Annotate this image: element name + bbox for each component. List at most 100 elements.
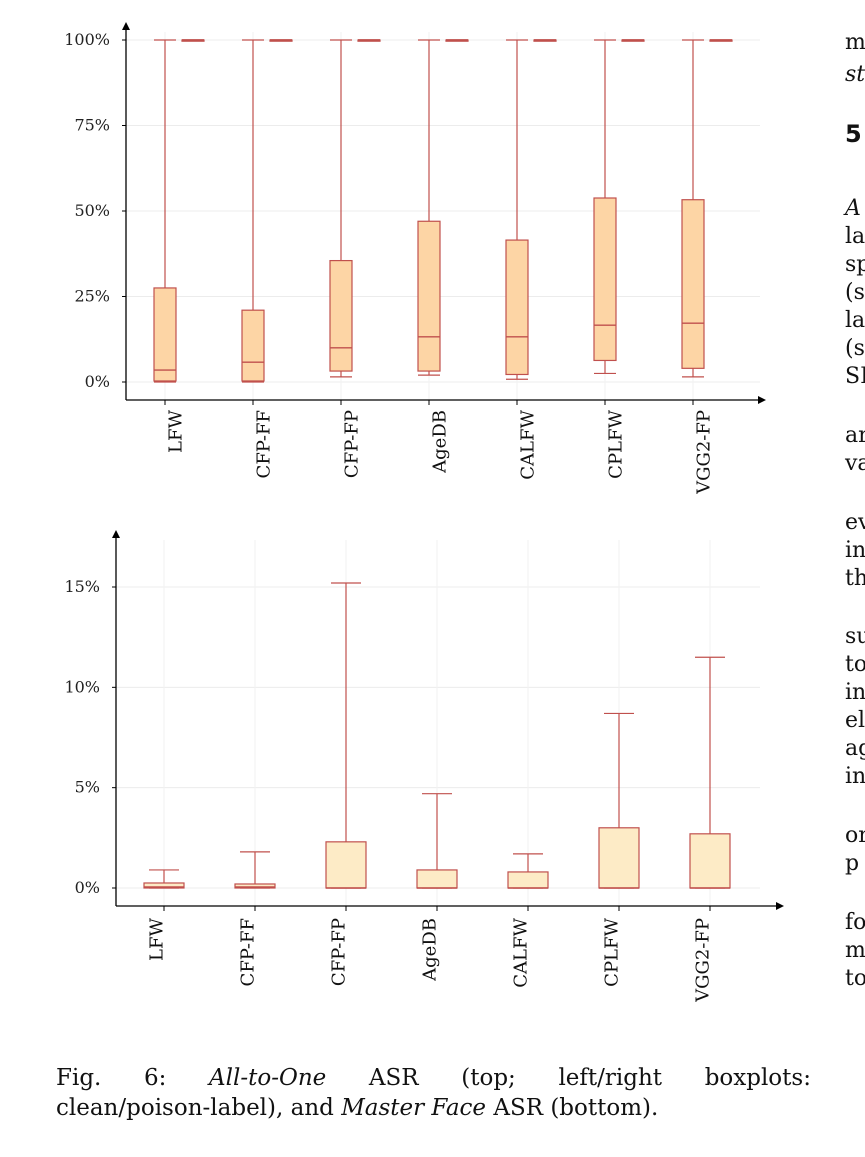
caption-line-1: Fig. 6: All-to-One ASR (top; left/right … [56, 1063, 811, 1093]
box-cplfw-s1 [598, 712, 640, 889]
side-text-fragment: la [845, 308, 865, 333]
box-lfw-s1 [143, 869, 185, 889]
caption-line-2: clean/poison-label), and Master Face ASR… [56, 1093, 811, 1123]
side-text-fragment: in [845, 680, 865, 705]
side-text-fragment: th [845, 566, 865, 591]
side-text-fragment: to [845, 966, 865, 991]
y-tick-label: 15% [64, 577, 100, 596]
caption-fig-label: Fig. [56, 1065, 102, 1091]
side-text-fragment: (s [845, 336, 865, 361]
box-iqr [329, 259, 353, 372]
side-text-fragment: (s [845, 280, 865, 305]
box-iqr [143, 882, 185, 889]
side-text-fragment: SI [845, 364, 865, 389]
caption-line2-b: ASR (bottom). [486, 1095, 659, 1121]
side-text-fragment: ar [845, 423, 865, 448]
x-axis-arrow [776, 902, 784, 910]
box-agedb-s2 [445, 39, 469, 42]
caption-line2-a: clean/poison-label), and [56, 1095, 342, 1121]
y-axis-arrow [112, 530, 120, 538]
x-tick-label-cfp-fp: CFP-FP [341, 410, 362, 478]
x-tick-label-vgg2-fp: VGG2-FP [693, 410, 714, 495]
x-tick-label-vgg2-fp: VGG2-FP [692, 918, 713, 1003]
side-text-fragment: m [845, 938, 865, 963]
x-tick-label-cplfw: CPLFW [605, 410, 626, 479]
side-text-fragment: p [845, 851, 860, 876]
side-text-fragment: sp [845, 252, 865, 277]
box-calfw-s1 [505, 39, 529, 380]
side-text-fragment: ev [845, 510, 865, 535]
box-cplfw-s2 [621, 39, 645, 42]
box-iqr [153, 287, 177, 382]
caption-part-boxplots: boxplots: [704, 1065, 811, 1091]
y-tick-label: 0% [85, 372, 110, 391]
box-lfw-s2 [181, 39, 205, 42]
caption-fig-number: 6: [144, 1065, 167, 1091]
side-text-fragment: ag [845, 736, 865, 761]
box-iqr [507, 871, 549, 889]
y-tick-label: 75% [74, 116, 110, 135]
box-agedb-s1 [417, 39, 441, 376]
y-tick-label: 0% [75, 878, 100, 897]
side-text-fragment: in [845, 764, 865, 789]
y-tick-label: 100% [64, 30, 110, 49]
x-axis-arrow [758, 396, 766, 404]
box-cfp-fp-s1 [329, 39, 353, 378]
x-tick-label-cfp-ff: CFP-FF [253, 410, 274, 478]
box-iqr [681, 199, 705, 369]
box-agedb-s1 [416, 793, 458, 889]
x-tick-label-lfw: LFW [146, 918, 167, 961]
side-text-fragment: A [845, 196, 861, 221]
box-iqr [417, 220, 441, 372]
x-tick-label-agedb: AgeDB [419, 918, 440, 982]
box-vgg2-fp-s1 [681, 39, 705, 378]
box-cfp-ff-s1 [234, 851, 276, 889]
box-iqr [505, 239, 529, 376]
box-cfp-fp-s2 [357, 39, 381, 42]
side-text-fragment: to [845, 652, 865, 677]
side-text-fragment: el [845, 708, 865, 733]
caption-part-top: (top; [461, 1065, 516, 1091]
y-tick-label: 5% [75, 778, 100, 797]
x-tick-label-calfw: CALFW [510, 918, 531, 988]
side-text-fragment: m [845, 30, 865, 55]
caption-asr: ASR [368, 1065, 419, 1091]
box-cplfw-s1 [593, 39, 617, 375]
box-iqr [593, 197, 617, 362]
x-tick-label-calfw: CALFW [517, 410, 538, 480]
box-vgg2-fp-s1 [689, 656, 731, 889]
box-calfw-s2 [533, 39, 557, 42]
boxplot-chart-2: 0% 5% 10% 15% LFW CFP-FF CFP-FP AgeDB CALFW CPLFW… [64, 530, 784, 1003]
x-tick-label-cfp-ff: CFP-FF [237, 918, 258, 986]
y-tick-label: 10% [64, 677, 100, 696]
boxplot-chart-1: 0% 25% 50% 75% 100% LFW CFP-FF CFP-FP AgeDB CALFW… [64, 22, 766, 495]
side-text-fragment: su [845, 624, 865, 649]
box-cfp-ff-s1 [241, 39, 265, 383]
side-text-fragment: fo [845, 910, 865, 935]
x-tick-label-cplfw: CPLFW [601, 918, 622, 987]
side-text-fragment: la [845, 224, 865, 249]
y-axis-arrow [122, 22, 130, 30]
y-tick-label: 50% [74, 201, 110, 220]
box-calfw-s1 [507, 853, 549, 889]
side-text-fragment: va [845, 451, 865, 476]
side-text-fragment: or [845, 823, 865, 848]
box-iqr [416, 869, 458, 889]
box-lfw-s1 [153, 39, 177, 383]
box-vgg2-fp-s2 [709, 39, 733, 42]
side-text-fragment: in [845, 538, 865, 563]
box-cfp-fp-s1 [325, 582, 367, 889]
side-text-fragment: st [845, 62, 865, 87]
side-text-fragment: 5 [845, 120, 862, 148]
box-iqr [325, 841, 367, 889]
box-iqr [241, 309, 265, 382]
box-iqr [598, 827, 640, 889]
box-iqr [689, 833, 731, 889]
x-tick-label-cfp-fp: CFP-FP [328, 918, 349, 986]
y-tick-label: 25% [74, 287, 110, 306]
x-tick-label-agedb: AgeDB [429, 410, 450, 474]
caption-term-all-to-one: All-to-One [209, 1065, 327, 1091]
caption-term-master-face: Master Face [341, 1095, 487, 1121]
box-cfp-ff-s2 [269, 39, 293, 42]
